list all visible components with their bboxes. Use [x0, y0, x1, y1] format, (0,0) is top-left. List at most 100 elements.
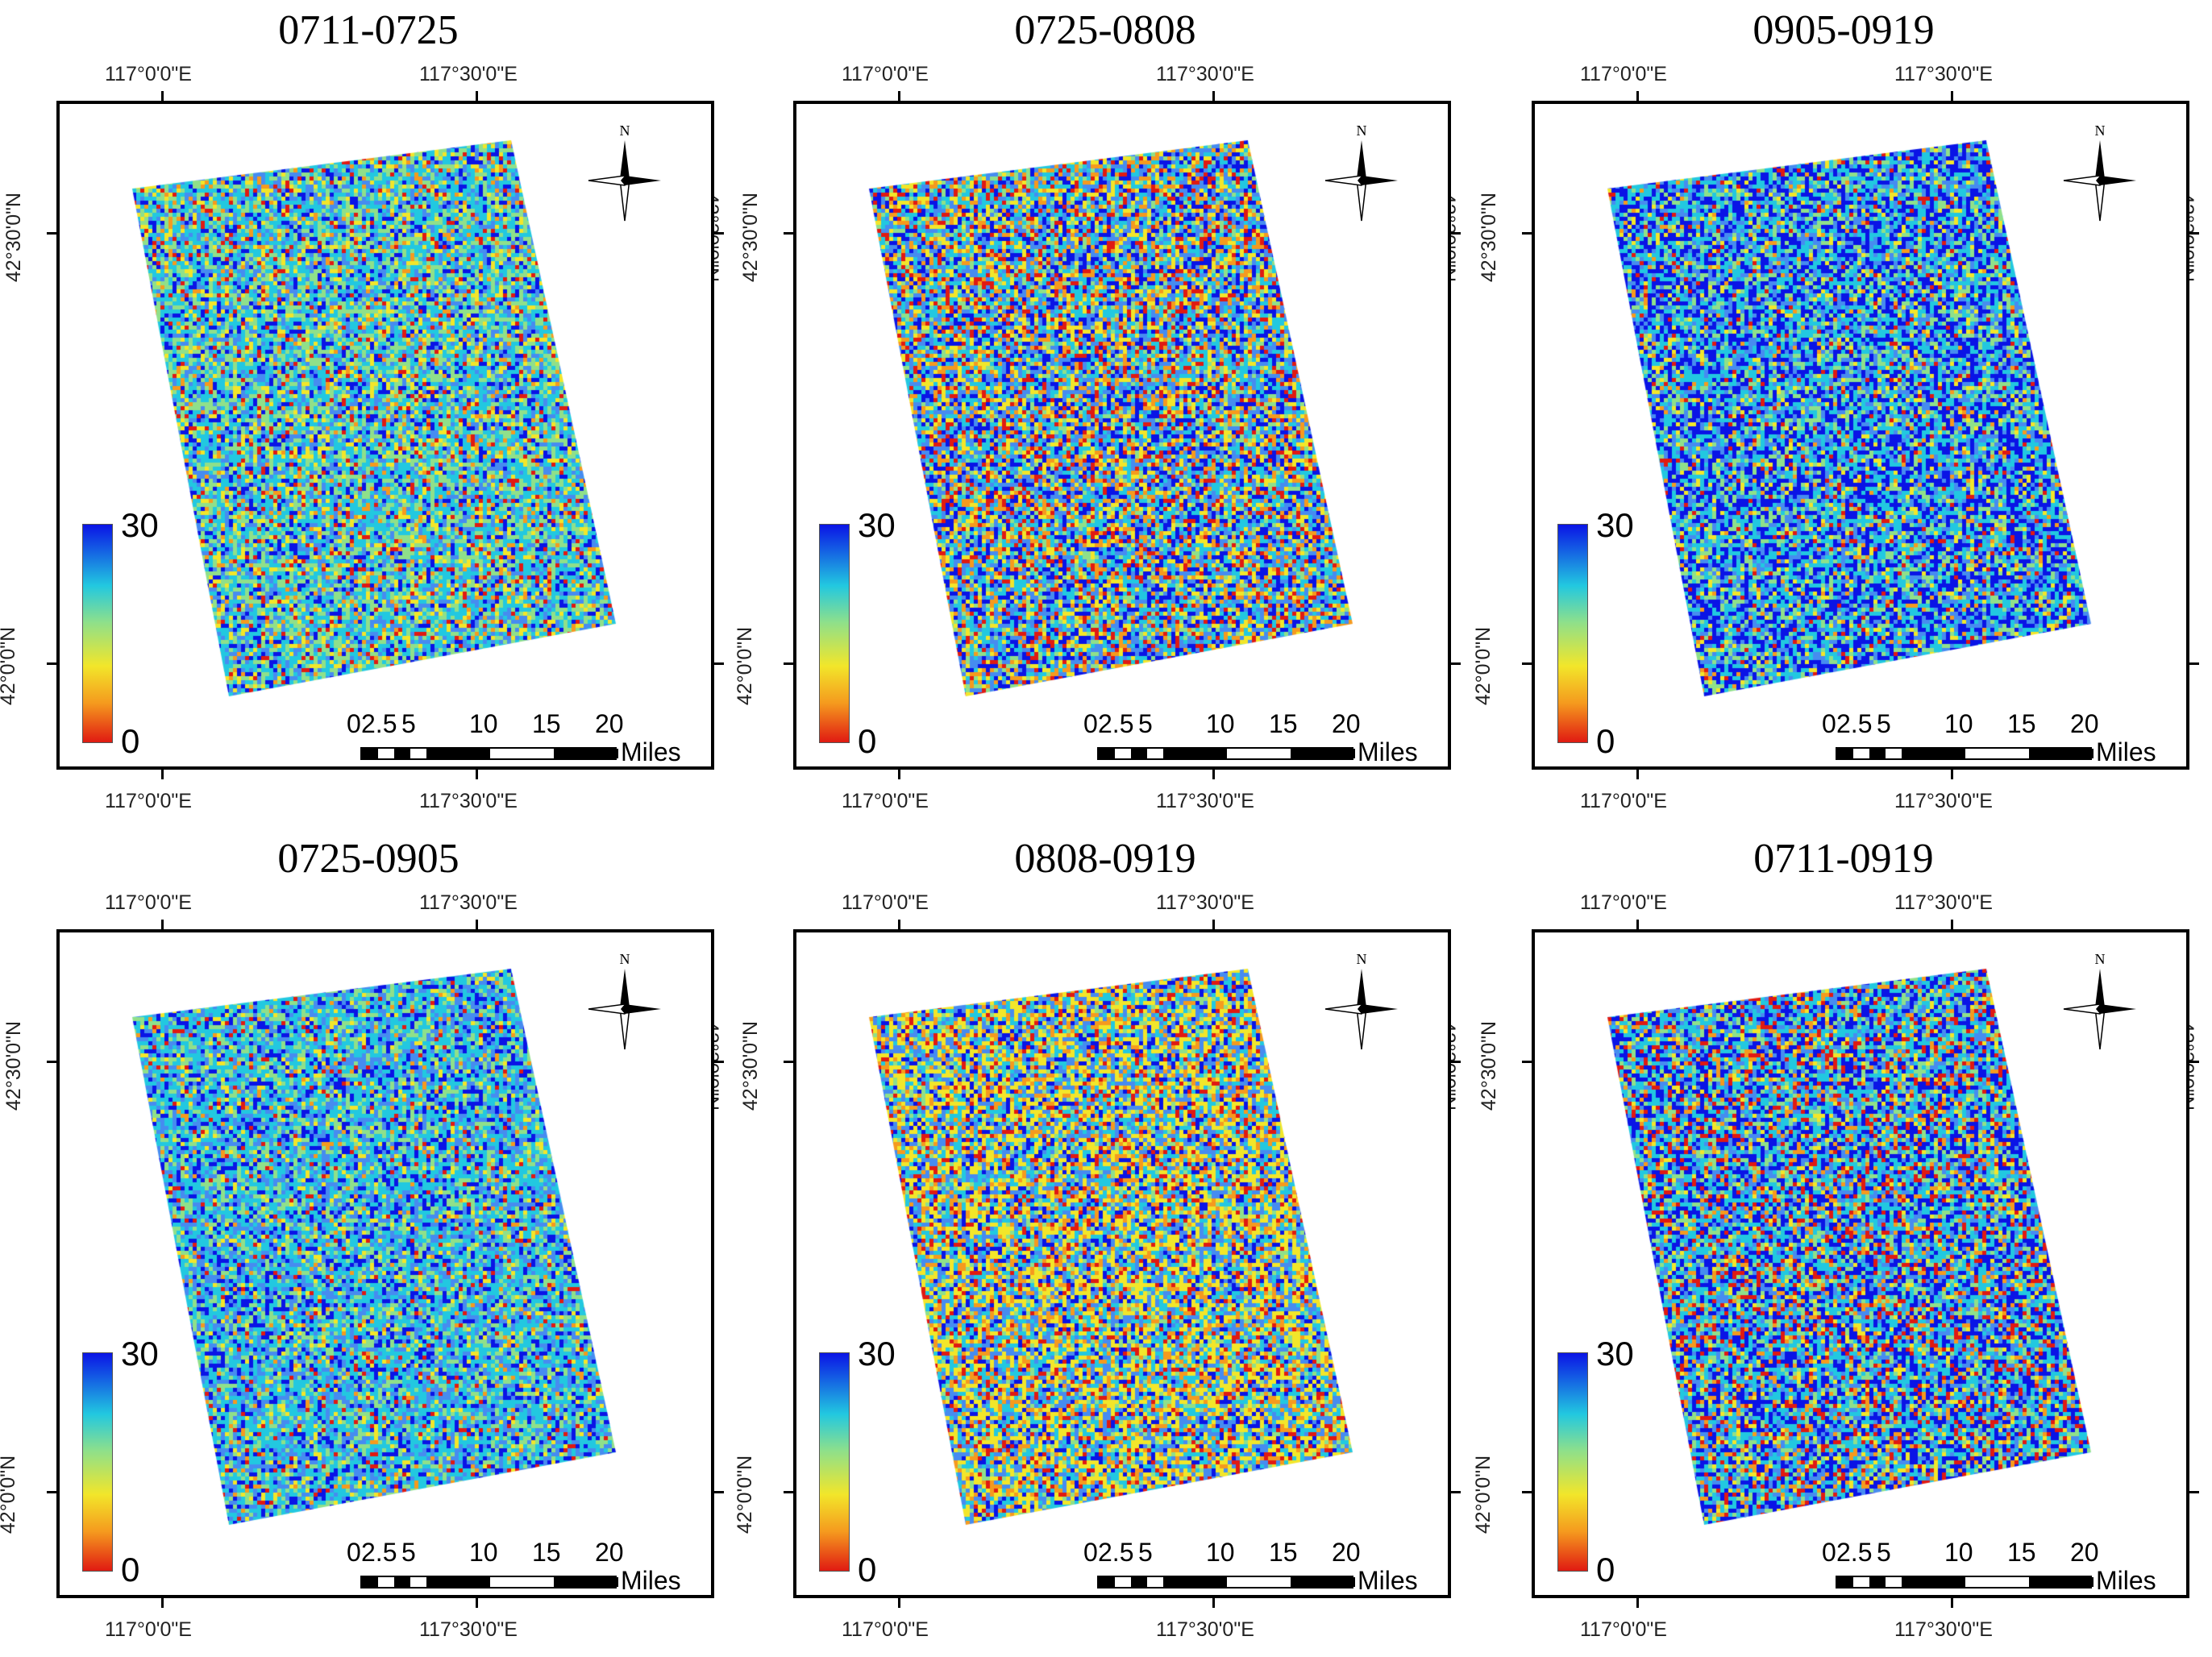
- lat-label-left-bottom: 42°0'0"N: [734, 626, 757, 706]
- scale-label: 2.5: [1098, 1538, 1134, 1567]
- tick: [1522, 1491, 1532, 1493]
- scale-bar: [1097, 747, 1355, 760]
- scale-label: 10: [469, 1538, 498, 1567]
- lon-label-top-left: 117°0'0"E: [105, 63, 192, 85]
- tick: [1951, 920, 1953, 929]
- scale-label: 20: [595, 1538, 624, 1567]
- scale-label: 15: [532, 709, 561, 738]
- north-label: N: [1357, 951, 1367, 967]
- tick: [898, 920, 900, 929]
- scale-label: 0: [347, 1538, 361, 1567]
- north-arrow-icon: N: [580, 949, 669, 1054]
- map-frame: [793, 929, 1451, 1598]
- lon-label-bottom-left: 117°0'0"E: [1580, 1618, 1667, 1641]
- legend-min-label: 0: [858, 722, 877, 760]
- raster-image: [796, 932, 1448, 1595]
- map-panel: 0711-0919 117°0'0"E 117°30'0"E 117°0'0"E…: [1472, 828, 2212, 1657]
- tick: [1451, 1061, 1461, 1063]
- lat-label-left-bottom: 42°0'0"N: [1472, 626, 1495, 706]
- map-frame: [56, 929, 714, 1598]
- legend-max-label: 30: [858, 506, 896, 544]
- legend-min-label: 0: [1596, 722, 1615, 760]
- tick: [476, 1598, 478, 1608]
- tick: [1636, 770, 1639, 779]
- lat-label-left-bottom: 42°0'0"N: [1472, 1455, 1495, 1534]
- map-panel: 0725-0905 117°0'0"E 117°30'0"E 117°0'0"E…: [0, 828, 737, 1657]
- map-frame: [1532, 929, 2189, 1598]
- tick: [161, 920, 164, 929]
- legend-min-label: 0: [858, 1551, 877, 1588]
- tick: [1636, 920, 1639, 929]
- tick: [1522, 232, 1532, 235]
- north-arrow-icon: N: [580, 121, 669, 226]
- lat-label-left-bottom: 42°0'0"N: [734, 1455, 757, 1534]
- map-panel: 0808-0919 117°0'0"E 117°30'0"E 117°0'0"E…: [734, 828, 1474, 1657]
- lon-label-top-left: 117°0'0"E: [1580, 63, 1667, 85]
- tick: [47, 1061, 56, 1063]
- scale-unit-label: Miles: [621, 737, 681, 766]
- tick: [1212, 91, 1215, 101]
- scale-label: 2.5: [1836, 1538, 1873, 1567]
- lon-label-bottom-left: 117°0'0"E: [105, 790, 192, 812]
- lon-label-bottom-left: 117°0'0"E: [842, 1618, 929, 1641]
- tick: [784, 232, 793, 235]
- tick: [784, 1061, 793, 1063]
- scale-label: 20: [2070, 1538, 2099, 1567]
- lon-label-top-right: 117°30'0"E: [1156, 891, 1254, 914]
- tick: [2189, 232, 2199, 235]
- tick: [1451, 1491, 1461, 1493]
- scale-label: 15: [532, 1538, 561, 1567]
- tick: [898, 91, 900, 101]
- map-panel: 0725-0808 117°0'0"E 117°30'0"E 117°0'0"E…: [734, 0, 1474, 828]
- panel-title: 0808-0919: [1014, 836, 1196, 882]
- scale-label: 5: [401, 1538, 416, 1567]
- scale-label: 20: [1332, 1538, 1361, 1567]
- scale-bar: [360, 747, 618, 760]
- lat-label-left-top: 42°30'0"N: [2, 192, 26, 283]
- tick: [1212, 770, 1215, 779]
- scale-label: 5: [1138, 709, 1153, 738]
- scale-unit-label: Miles: [621, 1566, 681, 1595]
- scale-unit-label: Miles: [1358, 1566, 1418, 1595]
- lon-label-bottom-right: 117°30'0"E: [419, 1618, 518, 1641]
- color-ramp-legend: [819, 1352, 850, 1572]
- tick: [47, 662, 56, 665]
- raster-image: [1535, 932, 2186, 1595]
- scale-bar: [1836, 1576, 2094, 1588]
- lon-label-bottom-left: 117°0'0"E: [1580, 790, 1667, 812]
- lon-label-bottom-right: 117°30'0"E: [1156, 1618, 1254, 1641]
- scale-unit-label: Miles: [2096, 1566, 2156, 1595]
- scale-label: 20: [595, 709, 624, 738]
- lon-label-top-left: 117°0'0"E: [842, 63, 929, 85]
- color-ramp-legend: [82, 1352, 113, 1572]
- scale-label: 10: [1944, 709, 1973, 738]
- color-ramp-legend: [1557, 1352, 1588, 1572]
- lon-label-bottom-right: 117°30'0"E: [1894, 1618, 1993, 1641]
- lon-label-top-right: 117°30'0"E: [419, 891, 518, 914]
- raster-image: [796, 104, 1448, 766]
- tick: [476, 91, 478, 101]
- north-label: N: [620, 951, 630, 967]
- lon-label-top-left: 117°0'0"E: [842, 891, 929, 914]
- lon-label-bottom-right: 117°30'0"E: [419, 790, 518, 812]
- map-panel: 0905-0919 117°0'0"E 117°30'0"E 117°0'0"E…: [1472, 0, 2212, 828]
- scale-label: 0: [1822, 709, 1836, 738]
- tick: [47, 1491, 56, 1493]
- color-ramp-legend: [82, 524, 113, 743]
- panel-title: 0905-0919: [1753, 7, 1935, 53]
- legend-max-label: 30: [121, 1335, 159, 1373]
- scale-unit-label: Miles: [2096, 737, 2156, 766]
- legend-min-label: 0: [121, 1551, 140, 1588]
- scale-label: 0: [1083, 1538, 1098, 1567]
- tick: [898, 1598, 900, 1608]
- lat-label-left-top: 42°30'0"N: [2, 1020, 26, 1111]
- tick: [714, 1061, 724, 1063]
- tick: [476, 920, 478, 929]
- tick: [1212, 920, 1215, 929]
- scale-bar: [1836, 747, 2094, 760]
- tick: [1951, 91, 1953, 101]
- scale-label: 0: [347, 709, 361, 738]
- scale-bar: [1097, 1576, 1355, 1588]
- lon-label-top-left: 117°0'0"E: [105, 891, 192, 914]
